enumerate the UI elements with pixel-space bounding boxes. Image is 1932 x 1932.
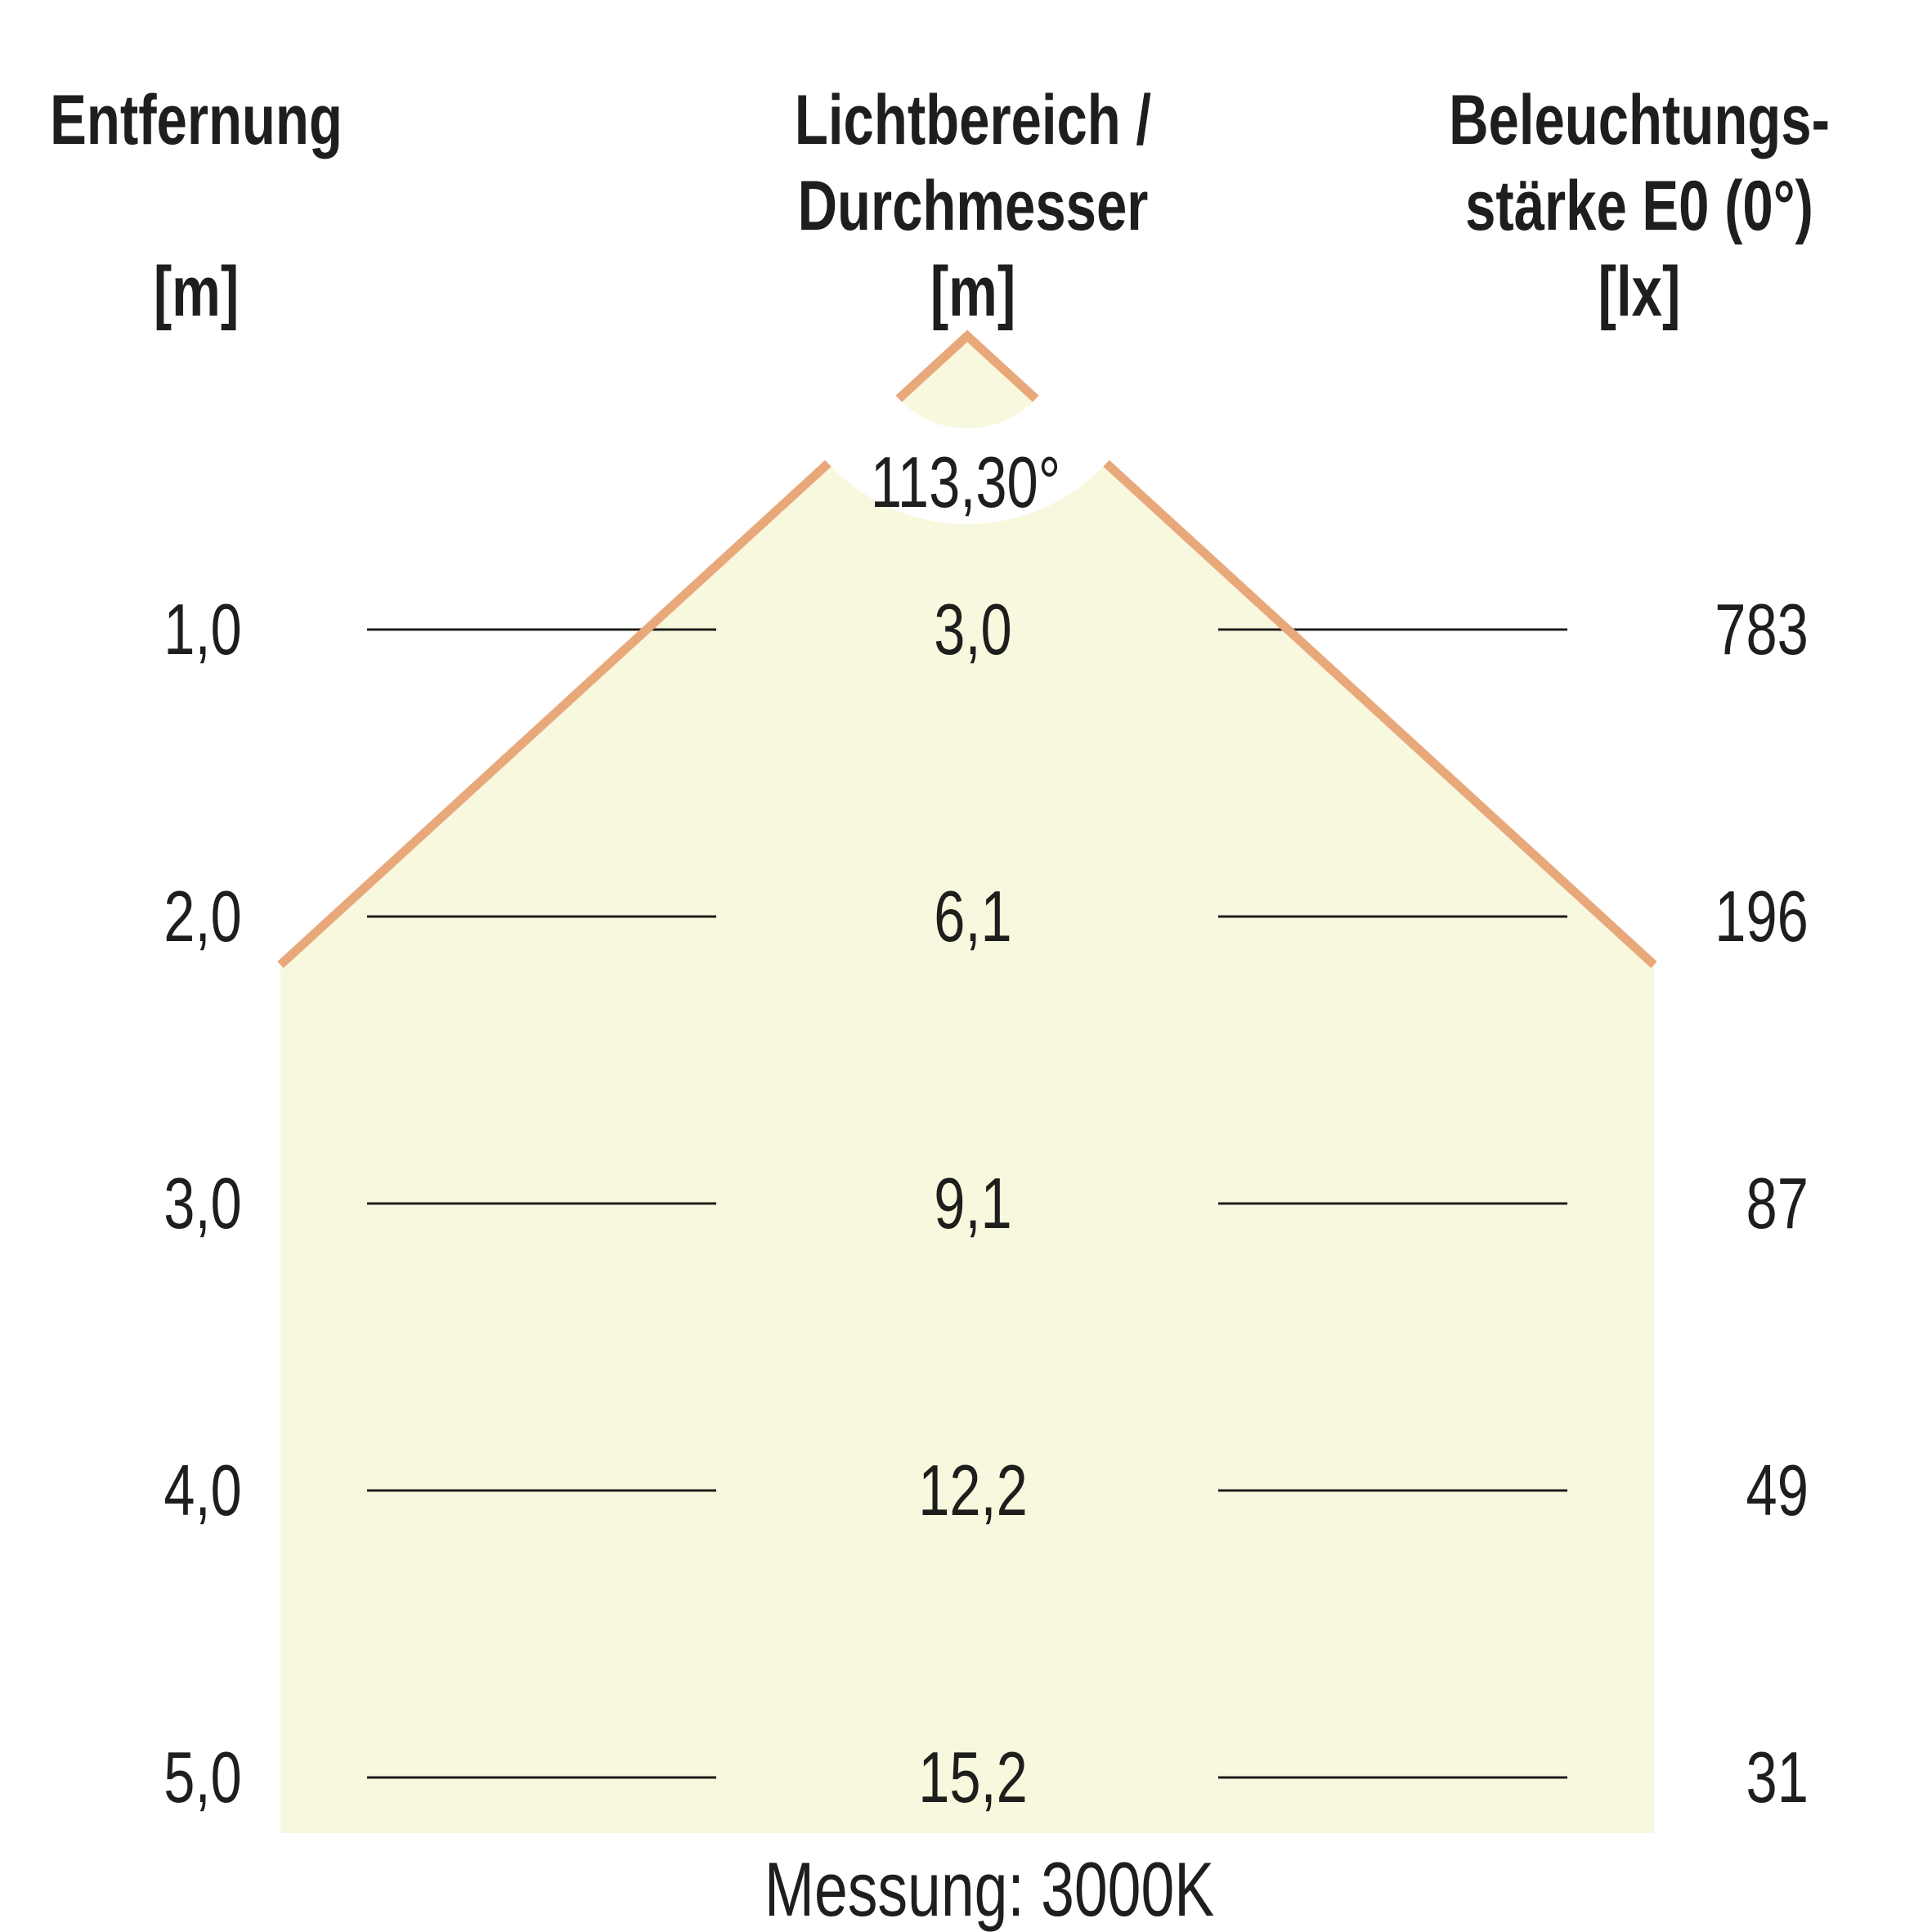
diameter-value-5: 15,2 — [918, 1737, 1028, 1818]
distance-value-4: 4,0 — [164, 1450, 242, 1531]
header-distance-line2 — [50, 164, 343, 249]
distance-value-3: 3,0 — [164, 1163, 242, 1244]
header-diameter-unit: [m] — [930, 253, 1016, 331]
header-diameter-line2: Durchmesser — [797, 167, 1149, 245]
row-reference-lines — [367, 628, 1567, 1779]
illuminance-value-3: 87 — [1746, 1163, 1809, 1244]
angle-label-ring — [778, 145, 1157, 524]
header-illuminance: Beleuchtungs- stärke E0 (0°) [lx] — [1449, 78, 1830, 335]
illuminance-value-4: 49 — [1746, 1450, 1809, 1531]
beam-edge-lines — [277, 329, 1657, 969]
header-illuminance-unit: [lx] — [1598, 253, 1681, 331]
header-illuminance-line1: Beleuchtungs- — [1449, 81, 1830, 159]
header-distance-line1: Entfernung — [50, 81, 343, 159]
distance-value-2: 2,0 — [164, 876, 242, 957]
diameter-value-4: 12,2 — [918, 1450, 1028, 1531]
header-distance-unit: [m] — [153, 253, 240, 331]
header-diameter: Lichtbereich / Durchmesser [m] — [795, 78, 1151, 335]
distance-value-5: 5,0 — [164, 1737, 242, 1818]
measurement-note: Messung: 3000K — [764, 1846, 1215, 1932]
cone-fill-shape — [280, 336, 1654, 1833]
illuminance-value-5: 31 — [1746, 1737, 1809, 1818]
diameter-value-1: 3,0 — [934, 589, 1012, 670]
beam-angle-value: 113,30° — [870, 442, 1061, 522]
header-diameter-line1: Lichtbereich / — [794, 81, 1152, 159]
diameter-value-2: 6,1 — [934, 876, 1012, 957]
illuminance-value-1: 783 — [1715, 589, 1809, 670]
diameter-value-3: 9,1 — [934, 1163, 1012, 1244]
header-illuminance-line2: stärke E0 (0°) — [1465, 167, 1813, 245]
header-distance: Entfernung [m] — [50, 78, 343, 335]
distance-value-1: 1,0 — [164, 589, 242, 670]
illuminance-value-2: 196 — [1715, 876, 1809, 957]
